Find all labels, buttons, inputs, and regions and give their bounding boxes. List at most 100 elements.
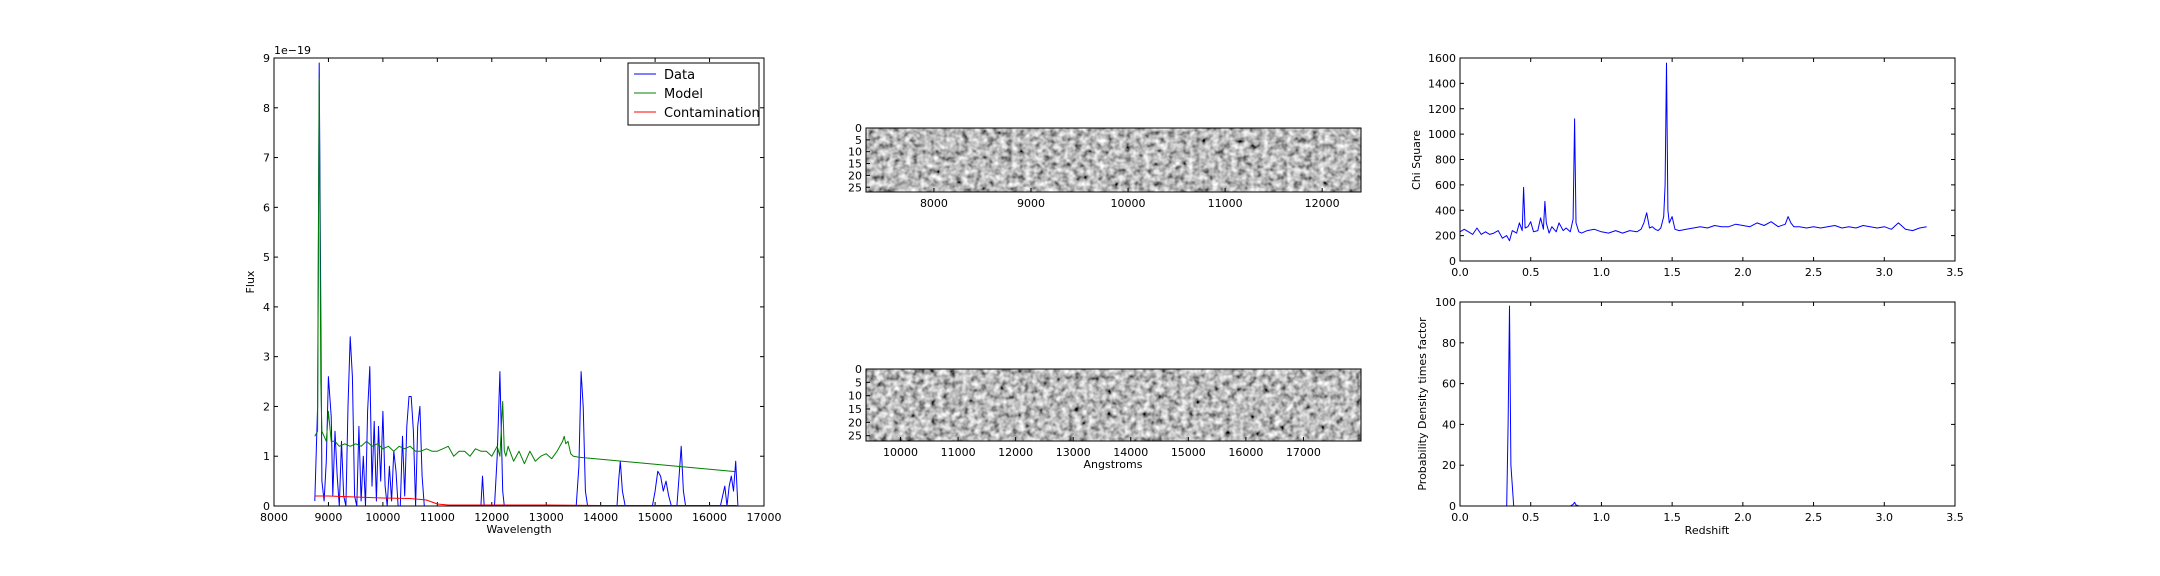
flux-offset-text: 1e−19 [274,44,311,57]
x-tick-label: 13000 [1056,446,1091,459]
chi-y-axis-label: Chi Square [1410,130,1423,190]
x-tick-label: 3.5 [1946,511,1964,524]
y-tick-label: 5 [263,251,270,264]
series-line-0 [1460,305,1927,506]
y-tick-label: 15 [848,403,862,416]
flux-chart: 8000 9000 10000 11000 12000 13000 14000 15000 16… [244,44,782,536]
x-tick-label: 17000 [747,511,782,524]
y-tick-label: 7 [263,152,270,165]
spectrum-image-upper [866,128,1361,192]
x-tick-label: 11000 [420,511,455,524]
x-tick-label: 10000 [1111,197,1146,210]
x-tick-label: 11000 [941,446,976,459]
legend: Data Model Contamination [627,62,760,126]
series-line-data [314,62,739,506]
flux-x-axis-label: Wavelength [486,523,551,536]
series-line-0 [1460,62,1927,242]
y-tick-label: 60 [1442,378,1456,391]
y-tick-label: 10 [848,146,862,159]
y-tick-label: 1 [263,450,270,463]
x-tick-label: 1.5 [1663,266,1681,279]
x-tick-label: 3.5 [1946,266,1964,279]
y-tick-label: 40 [1442,418,1456,431]
y-tick-label: 20 [848,169,862,182]
spectrum-image-upper-frame [865,127,1362,193]
x-tick-label: 9000 [314,511,342,524]
chi-ticks: 0.0 0.5 1.0 1.5 2.0 2.5 3.0 3.5 0 200 400 600 800 100… [1428,52,1964,279]
y-tick-label: 80 [1442,337,1456,350]
x-tick-label: 3.0 [1876,511,1894,524]
spectrum-image-lower-x-axis-label: Angstroms [1084,458,1143,471]
y-tick-label: 800 [1435,154,1456,167]
legend-label-model: Model [664,87,703,102]
y-tick-label: 4 [263,301,270,314]
probability-density-chart: 0.0 0.5 1.0 1.5 2.0 2.5 3.0 3.5 0 20 40 60 80 100 Red… [1416,296,1964,537]
y-tick-label: 1400 [1428,77,1456,90]
pd-x-axis-label: Redshift [1685,524,1730,537]
x-tick-label: 16000 [692,511,727,524]
chi-plot-frame [1459,57,1956,262]
x-tick-label: 10000 [365,511,400,524]
x-tick-label: 8000 [920,197,948,210]
pd-plot-area [1460,302,1955,506]
y-tick-label: 25 [848,430,862,443]
pd-series [1460,305,1927,506]
legend-box [627,62,760,126]
x-tick-label: 0.5 [1522,511,1540,524]
y-tick-label: 1000 [1428,128,1456,141]
x-tick-label: 0.0 [1451,266,1469,279]
flux-plot-area [274,58,764,506]
y-tick-label: 100 [1435,296,1456,309]
y-tick-label: 25 [848,181,862,194]
x-tick-label: 2.5 [1805,511,1823,524]
y-tick-label: 1200 [1428,103,1456,116]
y-tick-label: 400 [1435,204,1456,217]
x-tick-label: 9000 [1017,197,1045,210]
y-tick-label: 15 [848,158,862,171]
y-tick-label: 2 [263,400,270,413]
y-tick-label: 20 [848,416,862,429]
x-tick-label: 0.5 [1522,266,1540,279]
x-tick-label: 17000 [1286,446,1321,459]
x-tick-label: 1.5 [1663,511,1681,524]
y-tick-label: 600 [1435,179,1456,192]
x-tick-label: 14000 [583,511,618,524]
x-tick-label: 15000 [638,511,673,524]
x-tick-label: 2.0 [1734,266,1752,279]
y-tick-label: 6 [263,201,270,214]
spectrum-image-lower-ticks: 10000 11000 12000 13000 14000 15000 16000 17000… [848,363,1321,459]
x-tick-label: 8000 [260,511,288,524]
x-tick-label: 0.0 [1451,511,1469,524]
pd-ticks: 0.0 0.5 1.0 1.5 2.0 2.5 3.0 3.5 0 20 40 60 80 100 [1435,296,1964,524]
x-tick-label: 2.0 [1734,511,1752,524]
spectrum-image-lower [866,369,1361,441]
y-tick-label: 0 [1449,255,1456,268]
x-tick-label: 14000 [1113,446,1148,459]
y-tick-label: 20 [1442,459,1456,472]
spectrum-image-lower-chart: 10000 11000 12000 13000 14000 15000 16000 17000… [848,363,1362,471]
x-tick-label: 2.5 [1805,266,1823,279]
flux-ticks: 8000 9000 10000 11000 12000 13000 14000 15000 16… [260,52,782,524]
y-tick-label: 1600 [1428,52,1456,65]
pd-y-axis-label: Probability Density times factor [1416,317,1429,491]
x-tick-label: 1.0 [1593,266,1611,279]
y-tick-label: 5 [855,134,862,147]
chi-square-chart: 0.0 0.5 1.0 1.5 2.0 2.5 3.0 3.5 0 200 400 600 800 100… [1410,52,1964,279]
x-tick-label: 15000 [1171,446,1206,459]
x-tick-label: 12000 [1305,197,1340,210]
x-tick-label: 13000 [529,511,564,524]
y-tick-label: 3 [263,351,270,364]
legend-label-contamination: Contamination [664,106,760,121]
y-tick-label: 0 [263,500,270,513]
y-tick-label: 200 [1435,230,1456,243]
flux-plot-frame [273,57,765,507]
chi-series [1460,62,1927,242]
x-tick-label: 3.0 [1876,266,1894,279]
series-line-model [314,77,737,473]
spectrum-image-lower-frame [865,368,1362,442]
pd-plot-frame [1459,301,1956,507]
y-tick-label: 0 [855,363,862,376]
y-tick-label: 0 [1449,500,1456,513]
